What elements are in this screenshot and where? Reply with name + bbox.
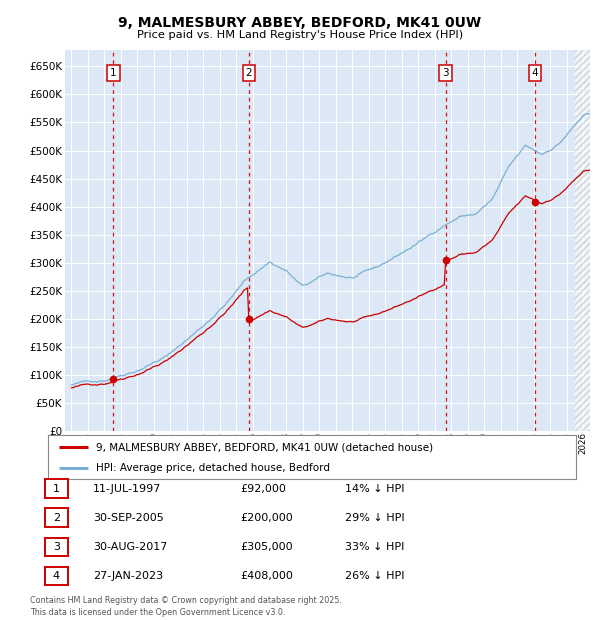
- Text: 27-JAN-2023: 27-JAN-2023: [93, 571, 163, 581]
- Text: 2: 2: [53, 513, 60, 523]
- Text: 1: 1: [53, 484, 60, 494]
- Text: 4: 4: [532, 68, 538, 78]
- Text: 26% ↓ HPI: 26% ↓ HPI: [345, 571, 404, 581]
- Text: £305,000: £305,000: [240, 542, 293, 552]
- Text: £200,000: £200,000: [240, 513, 293, 523]
- Text: 30-SEP-2005: 30-SEP-2005: [93, 513, 164, 523]
- Text: 3: 3: [53, 542, 60, 552]
- Text: 29% ↓ HPI: 29% ↓ HPI: [345, 513, 404, 523]
- Text: 9, MALMESBURY ABBEY, BEDFORD, MK41 0UW: 9, MALMESBURY ABBEY, BEDFORD, MK41 0UW: [118, 16, 482, 30]
- Text: 4: 4: [53, 571, 60, 581]
- Text: £408,000: £408,000: [240, 571, 293, 581]
- Text: 9, MALMESBURY ABBEY, BEDFORD, MK41 0UW (detached house): 9, MALMESBURY ABBEY, BEDFORD, MK41 0UW (…: [95, 442, 433, 452]
- Text: 30-AUG-2017: 30-AUG-2017: [93, 542, 167, 552]
- Text: Contains HM Land Registry data © Crown copyright and database right 2025.
This d: Contains HM Land Registry data © Crown c…: [30, 596, 342, 617]
- Text: HPI: Average price, detached house, Bedford: HPI: Average price, detached house, Bedf…: [95, 463, 329, 473]
- Text: £92,000: £92,000: [240, 484, 286, 494]
- Text: 3: 3: [442, 68, 449, 78]
- Text: Price paid vs. HM Land Registry's House Price Index (HPI): Price paid vs. HM Land Registry's House …: [137, 30, 463, 40]
- Text: 11-JUL-1997: 11-JUL-1997: [93, 484, 161, 494]
- Text: 2: 2: [245, 68, 252, 78]
- Text: 33% ↓ HPI: 33% ↓ HPI: [345, 542, 404, 552]
- Text: 1: 1: [110, 68, 116, 78]
- Text: 14% ↓ HPI: 14% ↓ HPI: [345, 484, 404, 494]
